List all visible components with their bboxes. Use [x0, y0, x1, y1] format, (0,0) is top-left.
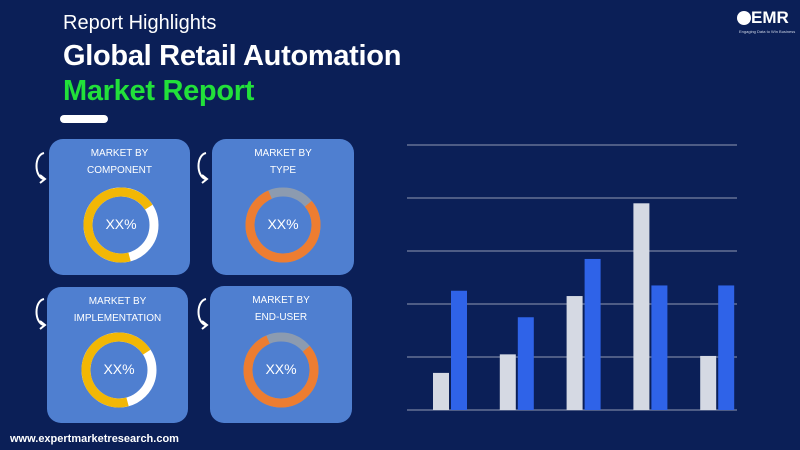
emr-logo: EMR Engaging Data to Win Business — [737, 8, 796, 38]
donut-chart: XX% — [245, 187, 321, 263]
report-title-line1: Global Retail Automation — [63, 40, 402, 72]
market-card-type: MARKET BY TYPE XX% — [212, 139, 354, 275]
card-label-line1: MARKET BY — [254, 148, 312, 159]
logo-tagline: Engaging Data to Win Business — [739, 29, 796, 34]
bar-series2-cat5 — [718, 285, 735, 410]
curved-arrow-icon — [35, 152, 47, 184]
card-label-line2: IMPLEMENTATION — [73, 313, 162, 324]
market-card-implementation: MARKET BY IMPLEMENTATION XX% — [47, 287, 188, 423]
card-label-line1: MARKET BY — [90, 148, 149, 159]
card-label-line2: END-USER — [254, 312, 308, 323]
card-label-line2: TYPE — [269, 165, 297, 176]
donut-segment — [245, 187, 321, 263]
donut-value: XX% — [105, 216, 137, 232]
bar-series1-cat2 — [499, 354, 516, 410]
logo-circle-icon — [737, 11, 751, 25]
bar-series1-cat3 — [566, 296, 583, 410]
market-card-end-user: MARKET BY END-USER XX% — [210, 286, 352, 423]
title-accent-bar — [60, 115, 108, 123]
market-card-component: MARKET BY COMPONENT XX% — [49, 139, 190, 275]
card-label-line2: COMPONENT — [87, 165, 152, 176]
bar-series2-cat2 — [517, 317, 534, 410]
donut-chart: XX% — [81, 332, 157, 408]
bar-series1-cat1 — [433, 372, 449, 410]
bar-series2-cat4 — [651, 285, 668, 410]
report-title-line2: Market Report — [63, 75, 255, 107]
donut-chart: XX% — [243, 332, 319, 408]
logo-text: EMR — [751, 8, 789, 27]
report-subtitle: Report Highlights — [63, 12, 217, 34]
bar-series2-cat1 — [451, 290, 467, 410]
card-label-line1: MARKET BY — [88, 296, 147, 307]
bar-series1-cat4 — [633, 203, 650, 410]
donut-chart: XX% — [83, 187, 159, 263]
card-label-line1: MARKET BY — [252, 295, 310, 306]
donut-value: XX% — [267, 216, 299, 232]
footer-url: www.expertmarketresearch.com — [10, 433, 179, 445]
bar-series1-cat5 — [700, 355, 717, 410]
curved-arrow-icon — [197, 298, 209, 330]
curved-arrow-icon — [197, 152, 209, 184]
bar-series2-cat3 — [584, 258, 601, 410]
curved-arrow-icon — [35, 298, 47, 330]
donut-value: XX% — [265, 361, 297, 377]
donut-value: XX% — [103, 361, 135, 377]
